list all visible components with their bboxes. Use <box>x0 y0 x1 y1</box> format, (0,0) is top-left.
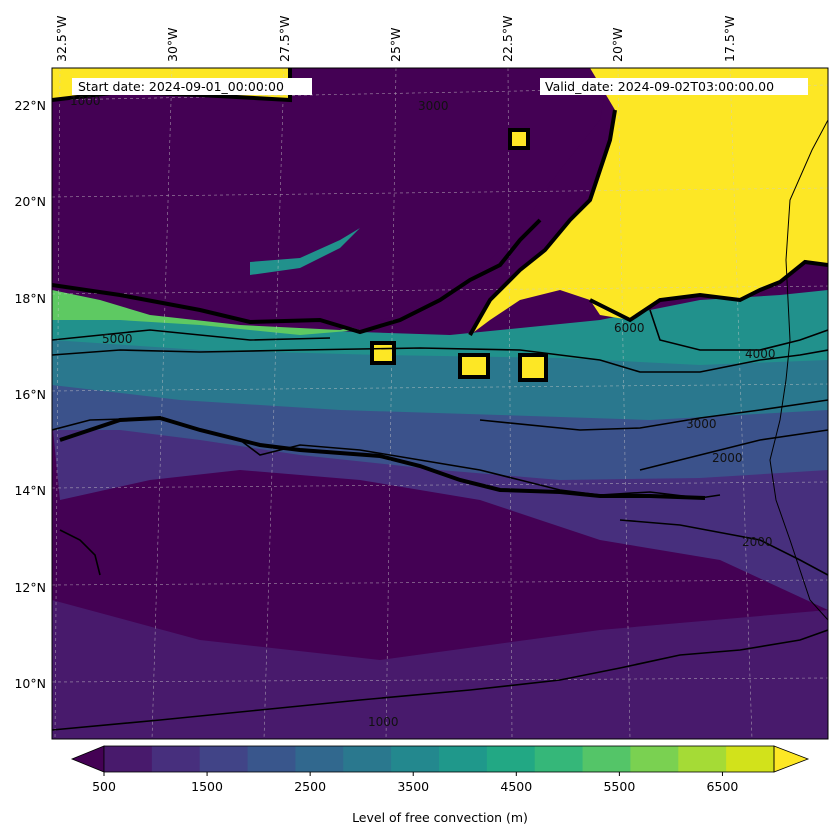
contour-label-2000: 2000 <box>712 451 743 465</box>
colorbar-tick-label: 4500 <box>500 779 532 794</box>
contour-lines <box>52 309 828 731</box>
colorbar-cell <box>151 746 201 772</box>
lfc-2500-band <box>52 380 828 480</box>
lon-label: 17.5°W <box>722 16 737 62</box>
africa-coastline <box>769 119 828 621</box>
lon-label: 30°W <box>165 27 180 62</box>
colorbar-cell <box>630 746 679 772</box>
valid-date-box <box>540 78 808 95</box>
map-panel: 3000 5000 6000 4000 3000 2000 2000 1000 … <box>52 68 828 739</box>
colorbar-cell <box>391 746 440 772</box>
colorbar: 500 1500 2500 3500 4500 5500 6500 Level of fre… <box>70 745 810 825</box>
colorbar-cell <box>534 746 584 772</box>
lat-label: 18°N <box>14 291 46 306</box>
saturated-ne-region <box>470 68 828 335</box>
colorbar-cell <box>343 746 392 772</box>
colorbar-cells <box>70 745 810 773</box>
lat-label: 22°N <box>14 98 46 113</box>
gridlines <box>52 68 828 739</box>
colorbar-cell <box>726 746 775 772</box>
lfc-1500-region <box>52 420 828 610</box>
contour-label-3000: 3000 <box>686 417 717 431</box>
lon-label: 20°W <box>610 27 625 62</box>
lat-label: 14°N <box>14 483 46 498</box>
map-frame <box>51 67 829 740</box>
lfc-1000-region <box>52 600 828 739</box>
contour-label-3000-north: 3000 <box>418 99 449 113</box>
colorbar-tick-label: 1500 <box>191 779 223 794</box>
colorbar-extend-low <box>70 745 105 773</box>
start-date-box <box>72 78 312 95</box>
colorbar-title: Level of free convection (m) <box>352 810 528 825</box>
contour-label-4000: 4000 <box>745 347 776 361</box>
colorbar-tick-label: 500 <box>92 779 116 794</box>
valid-date-text: Valid_date: 2024-09-02T03:00:00.00 <box>545 79 774 94</box>
lfc-500-north <box>52 68 610 330</box>
colorbar-cell <box>295 746 344 772</box>
colorbar-tick-label: 2500 <box>294 779 326 794</box>
lfc-3500-band <box>52 330 828 420</box>
colorbar-cell <box>486 746 536 772</box>
contour-label-1000-nw: 1000 <box>70 94 101 108</box>
colorbar-tick-label: 3500 <box>397 779 429 794</box>
colorbar-cell <box>104 746 153 772</box>
lfc-band-north-strip <box>250 228 360 275</box>
colorbar-tick-label: 6500 <box>707 779 739 794</box>
colorbar-cell <box>678 746 727 772</box>
lat-label: 20°N <box>14 194 46 209</box>
contour-label-6000: 6000 <box>614 321 645 335</box>
colorbar-extend-high <box>773 745 810 773</box>
colorbar-ticks: 500 1500 2500 3500 4500 5500 6500 <box>92 772 738 794</box>
lat-label: 12°N <box>14 580 46 595</box>
lat-label: 16°N <box>14 387 46 402</box>
saturated-cell-4 <box>510 130 528 148</box>
saturated-cell-2 <box>460 355 488 377</box>
lon-label: 27.5°W <box>277 16 292 62</box>
contour-label-5000: 5000 <box>102 332 133 346</box>
colorbar-tick-label: 5500 <box>603 779 635 794</box>
colorbar-cell <box>199 746 249 772</box>
lon-label: 25°W <box>388 27 403 62</box>
lon-label: 22.5°W <box>500 16 515 62</box>
colorbar-frame <box>103 745 775 773</box>
colorbar-cell <box>439 746 488 772</box>
saturated-cell-1 <box>372 343 394 363</box>
lat-label: 10°N <box>14 676 46 691</box>
colorbar-cell <box>582 746 631 772</box>
colorbar-cell <box>247 746 296 772</box>
start-date-text: Start date: 2024-09-01_00:00:00 <box>78 79 284 94</box>
contour-label-1000: 1000 <box>368 715 399 729</box>
lfc-4500-band <box>52 290 828 365</box>
contour-label-2000-south: 2000 <box>742 535 773 549</box>
saturated-cell-3 <box>520 355 546 380</box>
lon-label: 32.5°W <box>54 16 69 62</box>
